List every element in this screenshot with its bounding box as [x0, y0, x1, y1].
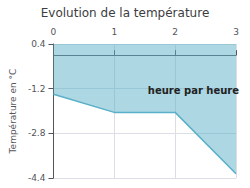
svg-text:heure par heure: heure par heure: [148, 85, 239, 96]
svg-text:2: 2: [172, 27, 178, 37]
svg-text:-1.2: -1.2: [28, 84, 46, 94]
svg-text:0: 0: [51, 27, 57, 37]
svg-text:3: 3: [233, 27, 239, 37]
svg-text:1: 1: [111, 27, 117, 37]
svg-text:Evolution de la température: Evolution de la température: [41, 6, 210, 20]
svg-text:0.4: 0.4: [31, 39, 46, 49]
svg-text:-2.8: -2.8: [28, 128, 46, 138]
svg-text:-4.4: -4.4: [28, 173, 46, 183]
svg-text:Température en °C: Température en °C: [8, 69, 18, 155]
